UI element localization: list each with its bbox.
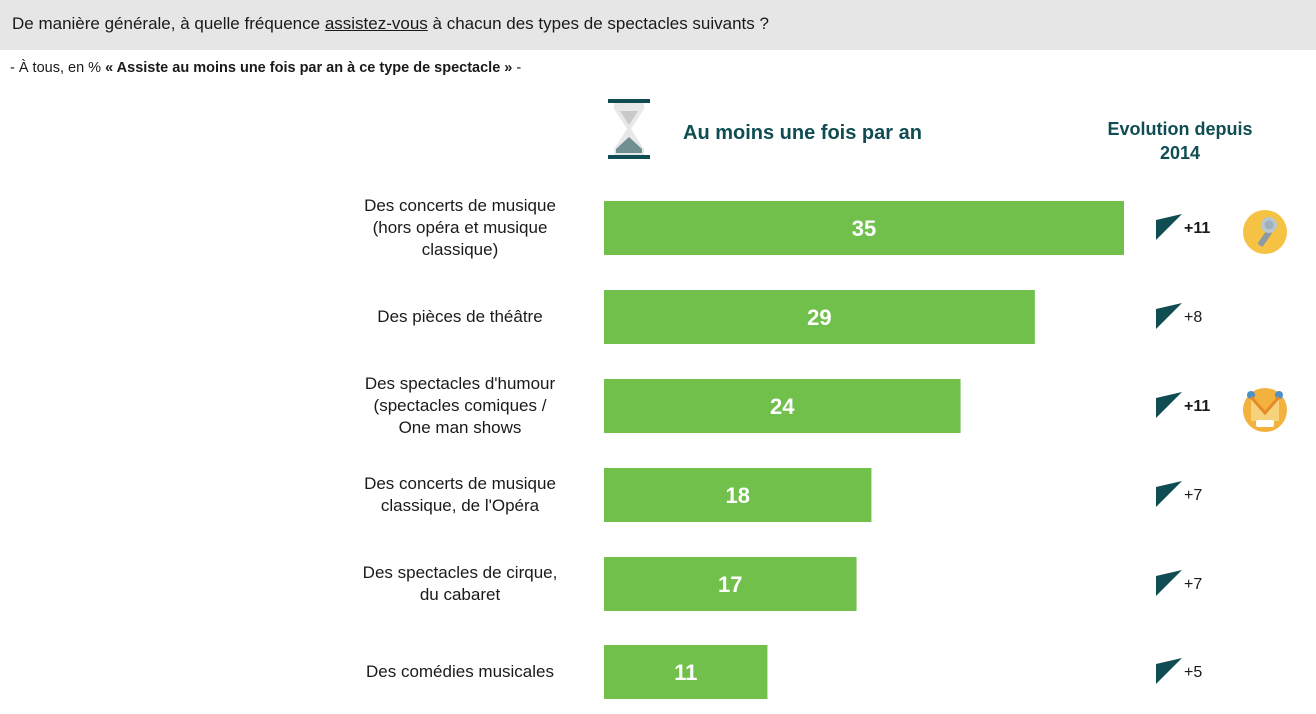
bar-4 <box>604 557 857 611</box>
bar-3 <box>604 468 872 522</box>
category-label-line: Des concerts de musique <box>364 196 556 215</box>
evolution-value-0: +11 <box>1184 220 1211 237</box>
bar-value-label-0: 35 <box>852 216 876 241</box>
increase-triangle-icon <box>1156 658 1182 684</box>
category-label-line: classique) <box>421 240 499 259</box>
evolution-value-2: +11 <box>1184 398 1211 415</box>
increase-triangle-icon <box>1156 481 1182 507</box>
category-label-line: Des concerts de musique <box>364 474 556 493</box>
evolution-value-5: +5 <box>1184 664 1203 681</box>
increase-triangle-icon <box>1156 392 1182 418</box>
question-text-underlined: assistez-vous <box>324 14 428 33</box>
category-label-line: Des spectacles d'humour <box>364 374 556 393</box>
column-header-evolution-line1: Evolution depuis <box>1107 119 1253 139</box>
evolution-value-1: +8 <box>1184 309 1203 326</box>
category-label-4: Des spectacles de cirque, du cabaret <box>330 562 590 606</box>
hourglass-icon <box>608 99 650 159</box>
category-label-line: Des pièces de théâtre <box>377 307 543 326</box>
question-text-before: De manière générale, à quelle fréquence <box>12 14 325 33</box>
category-label-line: (hors opéra et musique <box>372 218 548 237</box>
jester-icon <box>1243 388 1287 432</box>
column-header-evolution: Evolution depuis 2014 <box>1080 117 1280 165</box>
increase-triangle-icon <box>1156 303 1182 329</box>
bar-2 <box>604 379 961 433</box>
increase-triangle-icon <box>1156 570 1182 596</box>
category-label-line: One man shows <box>398 418 522 437</box>
bar-value-label-5: 11 <box>674 660 697 685</box>
bar-value-label-4: 17 <box>718 572 742 597</box>
bar-value-label-3: 18 <box>725 483 749 508</box>
category-label-line: (spectacles comiques / <box>373 396 547 415</box>
category-label-3: Des concerts de musique classique, de l'O… <box>330 473 590 517</box>
category-label-line: classique, de l'Opéra <box>380 496 540 515</box>
category-label-line: du cabaret <box>419 585 501 604</box>
bar-value-label-1: 29 <box>807 305 831 330</box>
column-header-evolution-line2: 2014 <box>1159 143 1201 163</box>
bar-5 <box>604 645 768 699</box>
subtitle: - À tous, en % « Assiste au moins une fo… <box>10 60 521 76</box>
category-label-line: Des comédies musicales <box>365 662 554 681</box>
category-label-line: Des spectacles de cirque, <box>362 563 558 582</box>
question-bar: De manière générale, à quelle fréquence … <box>0 0 1316 50</box>
bar-0 <box>604 201 1124 255</box>
category-label-1: Des pièces de théâtre <box>330 306 590 328</box>
category-label-2: Des spectacles d'humour (spectacles comiq… <box>330 373 590 439</box>
evolution-value-3: +7 <box>1184 487 1203 504</box>
subtitle-bold: « Assiste au moins une fois par an à ce … <box>105 60 513 76</box>
question-text-after: à chacun des types de spectacles suivant… <box>427 14 769 33</box>
evolution-value-4: +7 <box>1184 576 1203 593</box>
category-label-0: Des concerts de musique (hors opéra et mu… <box>330 195 590 261</box>
bar-value-label-2: 24 <box>770 394 795 419</box>
increase-triangle-icon <box>1156 214 1182 240</box>
category-label-5: Des comédies musicales <box>330 661 590 683</box>
subtitle-suffix: - <box>512 60 522 76</box>
microphone-icon <box>1243 210 1287 254</box>
bar-1 <box>604 290 1035 344</box>
column-header-main: Au moins une fois par an <box>683 122 922 144</box>
subtitle-prefix: - À tous, en % <box>10 60 106 76</box>
